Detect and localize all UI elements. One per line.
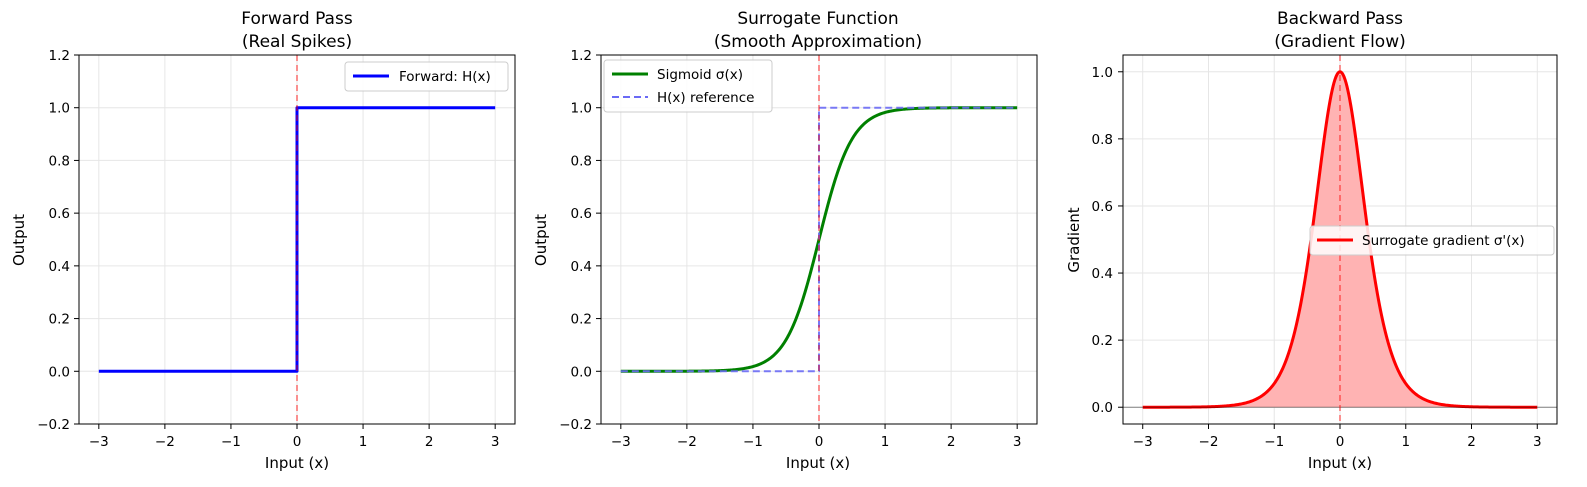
panel-3-legend-label: Surrogate gradient σ'(x)	[1362, 233, 1525, 249]
panel-2-xtick-label: 0	[815, 434, 824, 450]
panel-2-subtitle: (Smooth Approximation)	[714, 32, 922, 52]
panel-1-yticks: −0.2 0.0 0.2 0.4 0.6 0.8 1.0 1.2	[37, 48, 70, 433]
panel-3-xtick-label: −3	[1133, 434, 1153, 450]
panel-1-ytick-label: 0.6	[49, 206, 70, 222]
panel-2-ytick-label: 0.2	[571, 312, 592, 328]
panel-2-xticks: −3 −2 −1 0 1 2 3	[611, 434, 1022, 450]
panel-2-ytick-label: 0.4	[571, 259, 592, 275]
panel-3-ytick-label: 0.8	[1092, 132, 1113, 148]
series-line-0	[1142, 70, 1538, 409]
panel-2-legend: Sigmoid σ(x) H(x) reference	[603, 59, 773, 113]
panel-2-xtick-label: 2	[947, 434, 956, 450]
panel-3-xticks: −3 −2 −1 0 1 2 3	[1133, 434, 1542, 450]
panel-2-yticks: −0.2 0.0 0.2 0.4 0.6 0.8 1.0 1.2	[559, 48, 592, 433]
panel-1-xtick-label: 1	[359, 434, 368, 450]
panel-1-xtick-label: −1	[221, 434, 241, 450]
panel-1-xtick-label: −3	[89, 434, 109, 450]
panel-1-plot	[78, 54, 516, 425]
panel-1-xtick-label: 0	[293, 434, 302, 450]
panel-2-ytick-label: 1.2	[571, 48, 592, 64]
panel-1-xtick-label: 2	[425, 434, 434, 450]
panel-2-xlabel: Input (x)	[786, 454, 850, 472]
panel-1-xtick-label: 3	[491, 434, 500, 450]
axes-frame	[78, 54, 516, 425]
panel-2-plot	[600, 54, 1038, 425]
panel-3-xlabel: Input (x)	[1308, 454, 1372, 472]
panel-2-xtick-label: −2	[677, 434, 697, 450]
panel-1-ytick-label: 0.0	[49, 364, 70, 380]
panel-1-ytick-label: 0.4	[49, 259, 70, 275]
panel-3-yticks: 0.0 0.2 0.4 0.6 0.8 1.0	[1092, 65, 1113, 416]
panel-3-ytick-label: 0.2	[1092, 333, 1113, 349]
panel-1-ytick-label: 0.8	[49, 153, 70, 169]
panel-1-ytick-label: 1.2	[49, 48, 70, 64]
panel-2-ytick-label: 1.0	[571, 101, 592, 117]
panel-3-xtick-label: −1	[1264, 434, 1284, 450]
panel-1-legend: Forward: H(x)	[344, 61, 509, 92]
panel-forward-pass: Forward Pass (Real Spikes) Input (x) Out…	[10, 9, 516, 472]
series-line-1	[620, 106, 1018, 373]
panel-1-xlabel: Input (x)	[265, 454, 329, 472]
panel-2-ytick-label: 0.0	[571, 364, 592, 380]
panel-1-xticks: −3 −2 −1 0 1 2 3	[89, 434, 500, 450]
panel-backward-pass: Backward Pass (Gradient Flow) Input (x) …	[1065, 9, 1558, 472]
panel-2-ytick-label: 0.6	[571, 206, 592, 222]
panel-2-xtick-label: 3	[1013, 434, 1022, 450]
panel-2-ylabel: Output	[532, 214, 550, 266]
panel-2-legend-label: H(x) reference	[657, 90, 754, 106]
panel-3-legend: Surrogate gradient σ'(x)	[1309, 225, 1555, 256]
panel-3-ytick-label: 0.0	[1092, 400, 1113, 416]
panel-1-legend-box	[344, 61, 509, 92]
panel-1-xtick-label: −2	[155, 434, 175, 450]
axes-frame	[600, 54, 1038, 425]
panel-1-grid	[74, 54, 515, 429]
panel-3-ytick-label: 0.4	[1092, 266, 1113, 282]
panel-2-ytick-label: 0.8	[571, 153, 592, 169]
panel-2-xtick-label: −1	[743, 434, 763, 450]
panel-1-title: Forward Pass	[241, 9, 353, 29]
panel-1-ytick-label: 1.0	[49, 101, 70, 117]
panel-3-ytick-label: 1.0	[1092, 65, 1113, 81]
panel-3-xtick-label: 0	[1336, 434, 1345, 450]
panel-3-xtick-label: 3	[1533, 434, 1542, 450]
panel-3-ytick-label: 0.6	[1092, 199, 1113, 215]
panel-1-legend-label: Forward: H(x)	[399, 69, 491, 85]
panel-2-xtick-label: 1	[881, 434, 890, 450]
panel-1-subtitle: (Real Spikes)	[242, 32, 352, 52]
panel-1-ytick-label: −0.2	[37, 417, 70, 433]
panel-2-title: Surrogate Function	[737, 9, 898, 29]
panel-3-subtitle: (Gradient Flow)	[1274, 32, 1405, 52]
axes-frame	[1122, 54, 1558, 425]
panel-3-xtick-label: 2	[1467, 434, 1476, 450]
panel-1-ylabel: Output	[10, 214, 28, 266]
panel-2-ytick-label: −0.2	[559, 417, 592, 433]
panel-2-xtick-label: −3	[611, 434, 631, 450]
panel-1-ytick-label: 0.2	[49, 312, 70, 328]
panel-3-xtick-label: 1	[1401, 434, 1410, 450]
panel-2-legend-label: Sigmoid σ(x)	[657, 67, 743, 83]
panel-3-ylabel: Gradient	[1065, 207, 1083, 272]
panel-3-xtick-label: −2	[1199, 434, 1219, 450]
panel-surrogate-function: Surrogate Function (Smooth Approximation…	[532, 9, 1038, 472]
panel-3-title: Backward Pass	[1277, 9, 1403, 29]
panel-3-legend-box	[1309, 225, 1555, 256]
